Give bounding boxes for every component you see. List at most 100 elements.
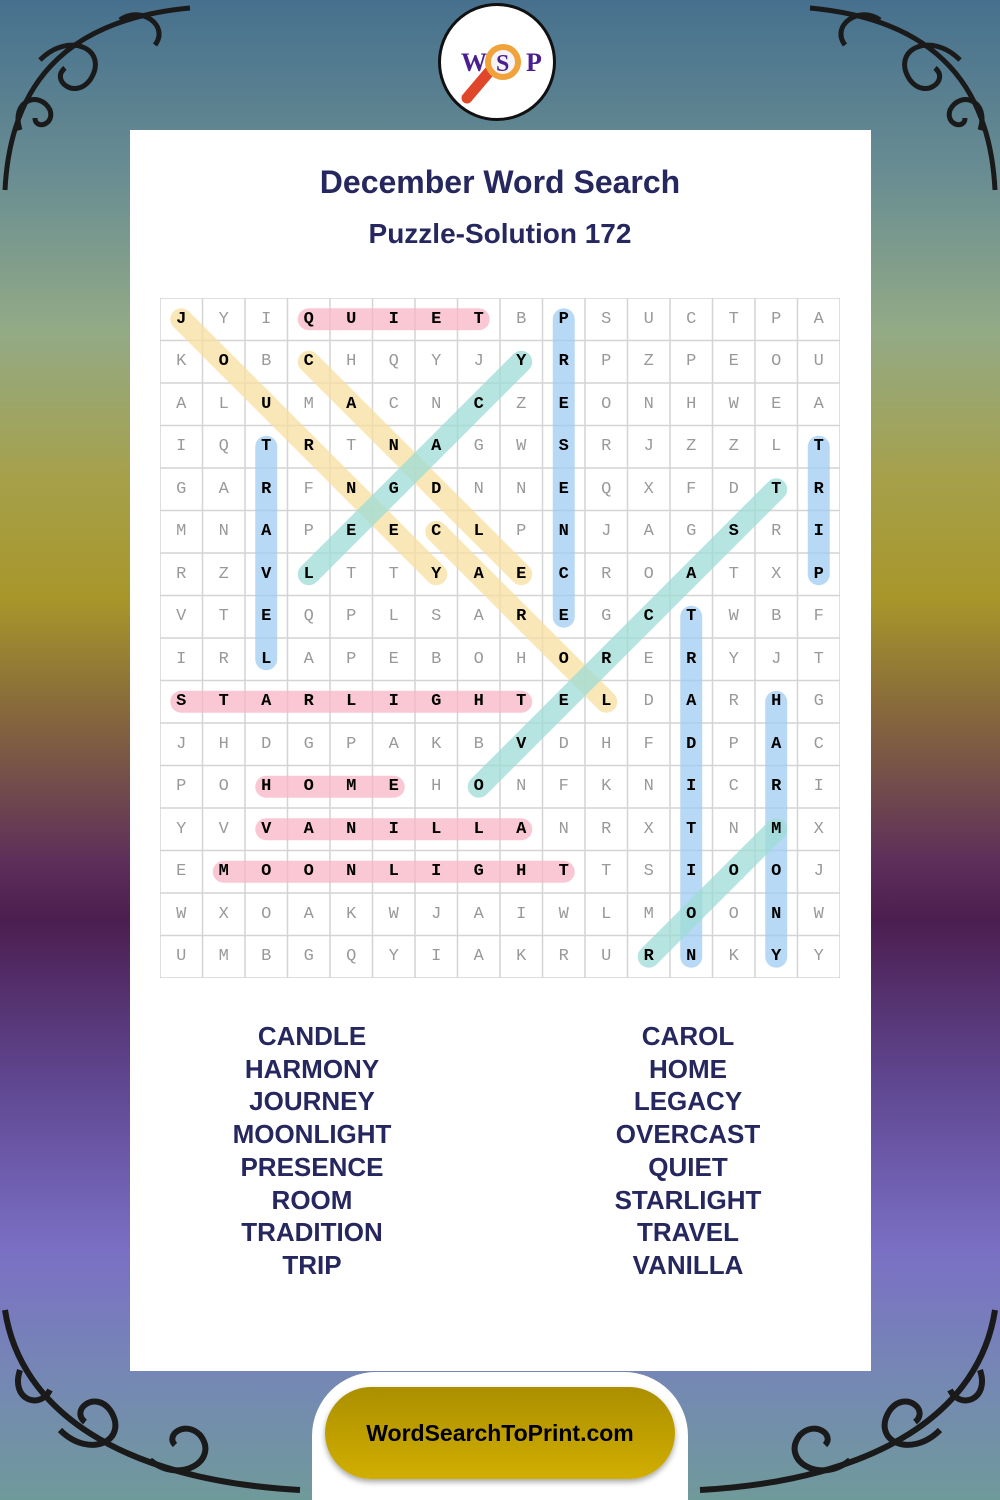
grid-cell[interactable]: V: [176, 607, 187, 627]
grid-cell[interactable]: P: [558, 309, 569, 329]
grid-cell[interactable]: H: [771, 692, 782, 712]
grid-cell[interactable]: I: [686, 777, 697, 797]
grid-cell[interactable]: R: [643, 947, 654, 967]
grid-cell[interactable]: U: [643, 309, 654, 329]
grid-cell[interactable]: F: [686, 479, 697, 499]
grid-cell[interactable]: J: [176, 734, 187, 754]
grid-cell[interactable]: F: [813, 607, 824, 627]
grid-cell[interactable]: P: [601, 352, 612, 372]
grid-cell[interactable]: K: [431, 734, 442, 754]
grid-cell[interactable]: Q: [218, 437, 229, 457]
grid-cell[interactable]: C: [431, 522, 442, 542]
grid-cell[interactable]: A: [643, 522, 654, 542]
grid-cell[interactable]: T: [346, 564, 357, 584]
grid-cell[interactable]: R: [771, 777, 782, 797]
grid-cell[interactable]: E: [388, 649, 399, 669]
grid-cell[interactable]: W: [728, 607, 739, 627]
grid-cell[interactable]: N: [643, 394, 654, 414]
grid-cell[interactable]: G: [303, 734, 314, 754]
grid-cell[interactable]: B: [431, 649, 442, 669]
grid-cell[interactable]: A: [261, 522, 272, 542]
grid-cell[interactable]: U: [261, 394, 272, 414]
grid-cell[interactable]: S: [728, 522, 739, 542]
grid-cell[interactable]: E: [261, 607, 272, 627]
grid-cell[interactable]: O: [558, 649, 569, 669]
grid-cell[interactable]: B: [771, 607, 782, 627]
grid-cell[interactable]: A: [303, 649, 314, 669]
grid-cell[interactable]: N: [346, 819, 357, 839]
grid-cell[interactable]: N: [388, 437, 399, 457]
grid-cell[interactable]: P: [686, 352, 697, 372]
grid-cell[interactable]: R: [261, 479, 272, 499]
grid-cell[interactable]: H: [601, 734, 612, 754]
grid-cell[interactable]: M: [303, 394, 314, 414]
grid-cell[interactable]: O: [771, 862, 782, 882]
grid-cell[interactable]: T: [516, 692, 527, 712]
grid-cell[interactable]: Y: [813, 947, 824, 967]
grid-cell[interactable]: W: [728, 394, 739, 414]
grid-cell[interactable]: P: [771, 309, 782, 329]
grid-cell[interactable]: E: [516, 564, 527, 584]
grid-cell[interactable]: E: [176, 862, 187, 882]
grid-cell[interactable]: A: [473, 564, 484, 584]
grid-cell[interactable]: A: [473, 947, 484, 967]
grid-cell[interactable]: T: [813, 437, 824, 457]
grid-cell[interactable]: J: [771, 649, 782, 669]
grid-cell[interactable]: A: [303, 904, 314, 924]
grid-cell[interactable]: N: [771, 904, 782, 924]
grid-cell[interactable]: O: [601, 394, 612, 414]
grid-cell[interactable]: U: [346, 309, 357, 329]
grid-cell[interactable]: J: [813, 862, 824, 882]
grid-cell[interactable]: M: [643, 904, 654, 924]
grid-cell[interactable]: N: [346, 862, 357, 882]
grid-cell[interactable]: T: [771, 479, 782, 499]
grid-cell[interactable]: T: [686, 607, 697, 627]
grid-cell[interactable]: N: [558, 819, 569, 839]
grid-cell[interactable]: N: [728, 819, 739, 839]
grid-cell[interactable]: Q: [303, 607, 314, 627]
grid-cell[interactable]: I: [388, 692, 399, 712]
grid-cell[interactable]: L: [473, 522, 484, 542]
grid-cell[interactable]: H: [431, 777, 442, 797]
grid-cell[interactable]: O: [771, 352, 782, 372]
grid-cell[interactable]: U: [813, 352, 824, 372]
grid-cell[interactable]: G: [473, 437, 484, 457]
grid-cell[interactable]: F: [558, 777, 569, 797]
grid-cell[interactable]: J: [176, 309, 187, 329]
grid-cell[interactable]: P: [346, 607, 357, 627]
grid-cell[interactable]: N: [516, 479, 527, 499]
grid-cell[interactable]: B: [516, 309, 527, 329]
website-button[interactable]: WordSearchToPrint.com: [325, 1387, 675, 1479]
grid-cell[interactable]: C: [728, 777, 739, 797]
grid-cell[interactable]: K: [516, 947, 527, 967]
grid-cell[interactable]: I: [813, 522, 824, 542]
grid-cell[interactable]: M: [218, 947, 229, 967]
grid-cell[interactable]: G: [473, 862, 484, 882]
grid-cell[interactable]: Q: [303, 309, 314, 329]
grid-cell[interactable]: S: [558, 437, 569, 457]
grid-cell[interactable]: C: [473, 394, 484, 414]
grid-cell[interactable]: T: [261, 437, 272, 457]
grid-cell[interactable]: O: [473, 649, 484, 669]
grid-cell[interactable]: N: [431, 394, 442, 414]
grid-cell[interactable]: H: [473, 692, 484, 712]
grid-cell[interactable]: C: [643, 607, 654, 627]
grid-cell[interactable]: R: [176, 564, 187, 584]
grid-cell[interactable]: S: [601, 309, 612, 329]
grid-cell[interactable]: R: [516, 607, 527, 627]
grid-cell[interactable]: A: [686, 564, 697, 584]
grid-cell[interactable]: G: [601, 607, 612, 627]
grid-cell[interactable]: C: [388, 394, 399, 414]
grid-cell[interactable]: H: [686, 394, 697, 414]
grid-cell[interactable]: A: [686, 692, 697, 712]
grid-cell[interactable]: R: [601, 819, 612, 839]
grid-cell[interactable]: Y: [771, 947, 782, 967]
grid-cell[interactable]: M: [771, 819, 782, 839]
grid-cell[interactable]: Y: [728, 649, 739, 669]
grid-cell[interactable]: A: [431, 437, 442, 457]
grid-cell[interactable]: O: [728, 862, 739, 882]
grid-cell[interactable]: H: [261, 777, 272, 797]
grid-cell[interactable]: D: [261, 734, 272, 754]
grid-cell[interactable]: X: [643, 819, 654, 839]
grid-cell[interactable]: C: [686, 309, 697, 329]
